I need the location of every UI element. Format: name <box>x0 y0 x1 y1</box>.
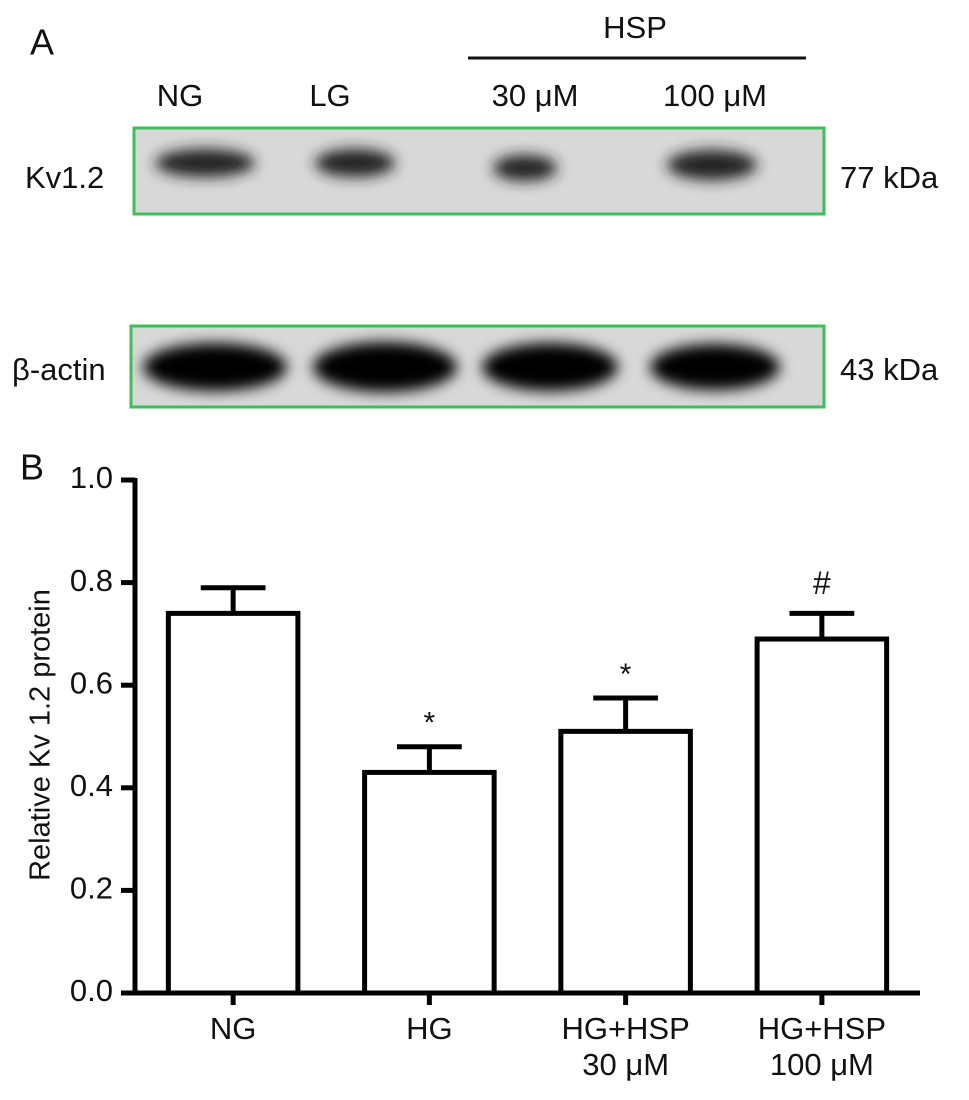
x-tick-label: HG+HSP 30 μM <box>561 1011 690 1082</box>
lane-label: 100 μM <box>663 78 767 113</box>
blot-size: 77 kDa <box>840 160 939 195</box>
significance-mark: # <box>813 565 831 601</box>
y-tick-label: 0.0 <box>70 973 113 1008</box>
y-tick-label: 0.8 <box>70 563 113 598</box>
y-axis-label: Relative Kv 1.2 protein <box>25 589 57 881</box>
lane-label: LG <box>309 78 350 113</box>
bar <box>558 728 693 996</box>
x-tick-label: HG+HSP 100 μM <box>757 1011 887 1082</box>
y-tick-label: 0.2 <box>70 871 113 906</box>
blot <box>132 126 826 216</box>
panel-label: A <box>30 22 54 63</box>
x-tick-label: HG <box>406 1011 453 1046</box>
significance-mark: * <box>424 707 436 740</box>
y-tick-label: 0.6 <box>70 665 113 700</box>
lane-label: 30 μM <box>492 78 579 113</box>
group-label: HSP <box>603 10 667 45</box>
bar <box>362 769 497 996</box>
y-tick-label: 1.0 <box>70 460 113 495</box>
blot-label: Kv1.2 <box>25 160 104 195</box>
panel-label: B <box>20 447 44 488</box>
bar <box>165 610 301 996</box>
blot <box>129 324 826 409</box>
bar <box>754 636 890 996</box>
x-tick-label: NG <box>209 1011 257 1046</box>
significance-mark: * <box>620 658 632 691</box>
blot-label: β-actin <box>12 352 106 387</box>
blot-size: 43 kDa <box>840 352 939 387</box>
y-tick-label: 0.4 <box>70 768 113 803</box>
lane-label: NG <box>157 78 204 113</box>
